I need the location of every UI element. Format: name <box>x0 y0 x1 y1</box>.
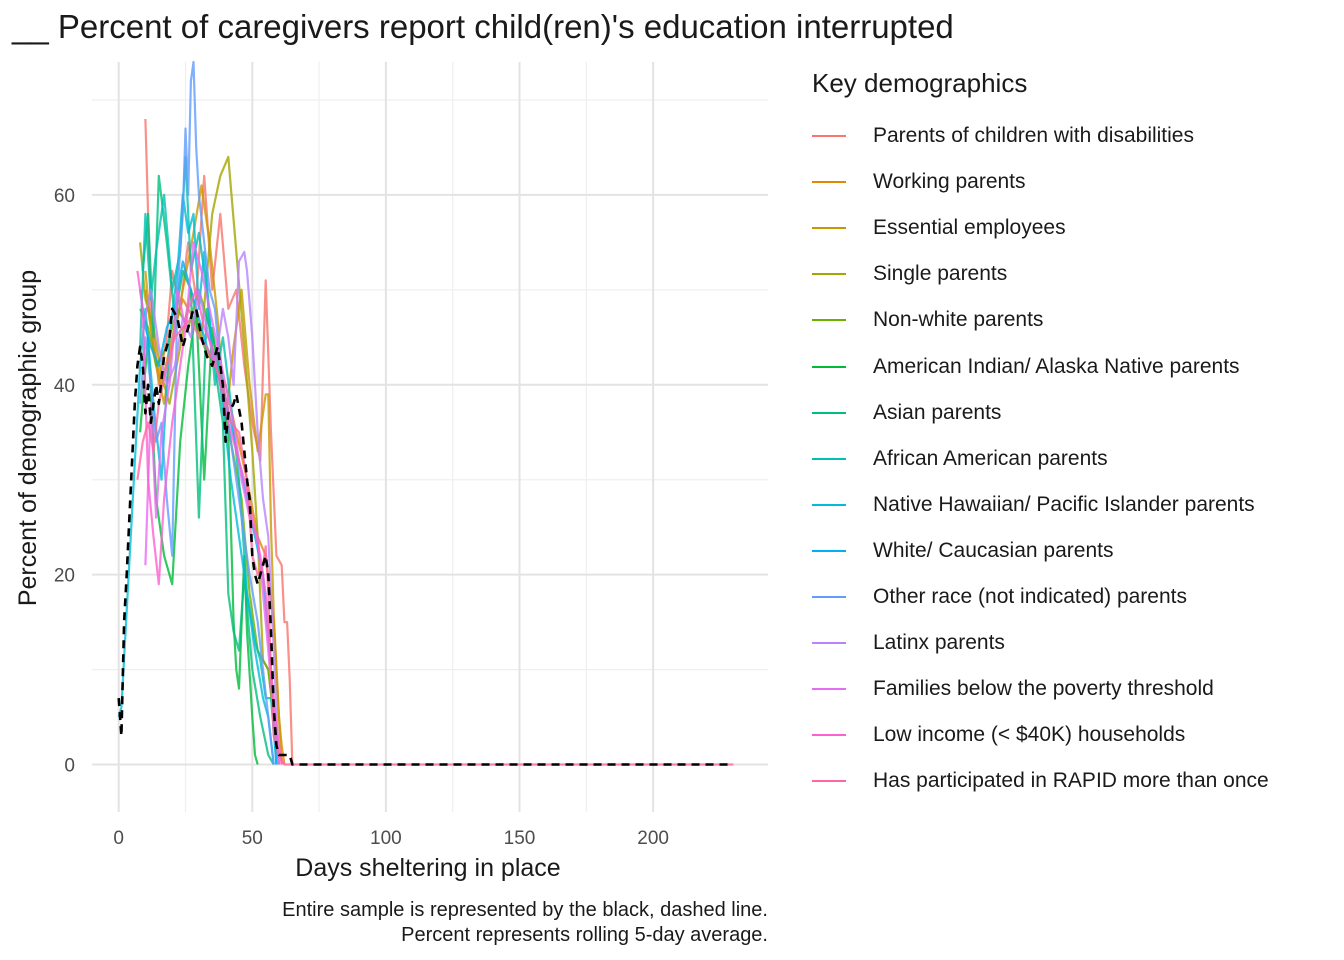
legend-item: Has participated in RAPID more than once <box>812 758 1269 804</box>
y-tick-label: 60 <box>54 186 75 207</box>
legend-label: Working parents <box>873 170 1026 194</box>
legend-swatch <box>812 365 846 368</box>
legend-label: Families below the poverty threshold <box>873 677 1214 701</box>
caption-line-2: Percent represents rolling 5-day average… <box>401 924 768 946</box>
legend-swatch <box>812 135 846 138</box>
legend-title: Key demographics <box>812 68 1028 98</box>
legend-label: White/ Caucasian parents <box>873 538 1114 562</box>
legend-swatch <box>812 273 846 276</box>
legend-swatch <box>812 595 846 598</box>
legend: Key demographics Parents of children wit… <box>812 68 1269 804</box>
series-line-9 <box>117 193 275 765</box>
series-line-11 <box>139 60 275 765</box>
legend-swatch <box>812 227 846 230</box>
legend-swatch <box>812 688 846 691</box>
y-axis-title: Percent of demographic group <box>14 270 42 606</box>
legend-swatch <box>812 642 846 645</box>
legend-item: White/ Caucasian parents <box>812 528 1269 574</box>
legend-item: Asian parents <box>812 390 1269 436</box>
series-lines <box>117 60 734 766</box>
legend-swatch <box>812 319 846 322</box>
chart-title: __ Percent of caregivers report child(re… <box>12 8 954 45</box>
legend-item: Native Hawaiian/ Pacific Islander parent… <box>812 482 1269 528</box>
overall-line <box>117 307 734 766</box>
legend-item: African American parents <box>812 436 1269 482</box>
y-tick-label: 20 <box>54 566 75 587</box>
grid-minor <box>92 62 768 812</box>
legend-label: Native Hawaiian/ Pacific Islander parent… <box>873 492 1255 516</box>
legend-item: Parents of children with disabilities <box>812 113 1269 159</box>
legend-swatch <box>812 181 846 184</box>
legend-item: Other race (not indicated) parents <box>812 574 1269 620</box>
legend-label: Low income (< $40K) households <box>873 723 1186 747</box>
legend-item: Families below the poverty threshold <box>812 666 1269 712</box>
series-line-13 <box>144 241 281 765</box>
x-tick-label: 150 <box>504 828 536 849</box>
legend-swatch <box>812 457 846 460</box>
legend-label: Latinx parents <box>873 631 1005 655</box>
overall-sample-line <box>117 307 734 766</box>
legend-item: American Indian/ Alaska Native parents <box>812 343 1269 389</box>
legend-swatch <box>812 549 846 552</box>
caption: Entire sample is represented by the blac… <box>282 898 768 948</box>
legend-swatch <box>812 734 846 737</box>
legend-label: American Indian/ Alaska Native parents <box>873 354 1240 378</box>
legend-item: Single parents <box>812 251 1269 297</box>
y-tick-label: 0 <box>64 756 75 777</box>
x-axis-ticks: 0 50 100 150 200 <box>113 828 669 849</box>
x-axis-title: Days sheltering in place <box>295 854 560 882</box>
legend-swatch <box>812 780 846 783</box>
legend-swatch <box>812 503 846 506</box>
legend-label: Essential employees <box>873 216 1066 240</box>
line-chart: 0 50 100 150 200 0 20 40 60 Days sheltering in … <box>14 60 768 882</box>
legend-item: Essential employees <box>812 205 1269 251</box>
legend-label: African American parents <box>873 446 1108 470</box>
grid-major <box>92 62 768 812</box>
legend-item: Working parents <box>812 159 1269 205</box>
legend-label: Parents of children with disabilities <box>873 124 1194 148</box>
caption-line-1: Entire sample is represented by the blac… <box>282 899 768 921</box>
y-axis-ticks: 0 20 40 60 <box>54 186 75 777</box>
legend-swatch <box>812 411 846 414</box>
legend-item: Non-white parents <box>812 297 1269 343</box>
x-tick-label: 200 <box>637 828 669 849</box>
legend-label: Other race (not indicated) parents <box>873 584 1187 608</box>
x-tick-label: 50 <box>242 828 263 849</box>
legend-label: Asian parents <box>873 400 1002 424</box>
y-tick-label: 40 <box>54 376 75 397</box>
series-line-14 <box>136 270 283 765</box>
legend-label: Single parents <box>873 262 1008 286</box>
x-tick-label: 0 <box>113 828 124 849</box>
legend-item: Low income (< $40K) households <box>812 712 1269 758</box>
x-tick-label: 100 <box>370 828 402 849</box>
series-line-15 <box>136 317 734 766</box>
legend-item: Latinx parents <box>812 620 1269 666</box>
legend-items: Parents of children with disabilities Wor… <box>812 113 1269 804</box>
legend-label: Has participated in RAPID more than once <box>873 769 1269 793</box>
legend-label: Non-white parents <box>873 308 1044 332</box>
